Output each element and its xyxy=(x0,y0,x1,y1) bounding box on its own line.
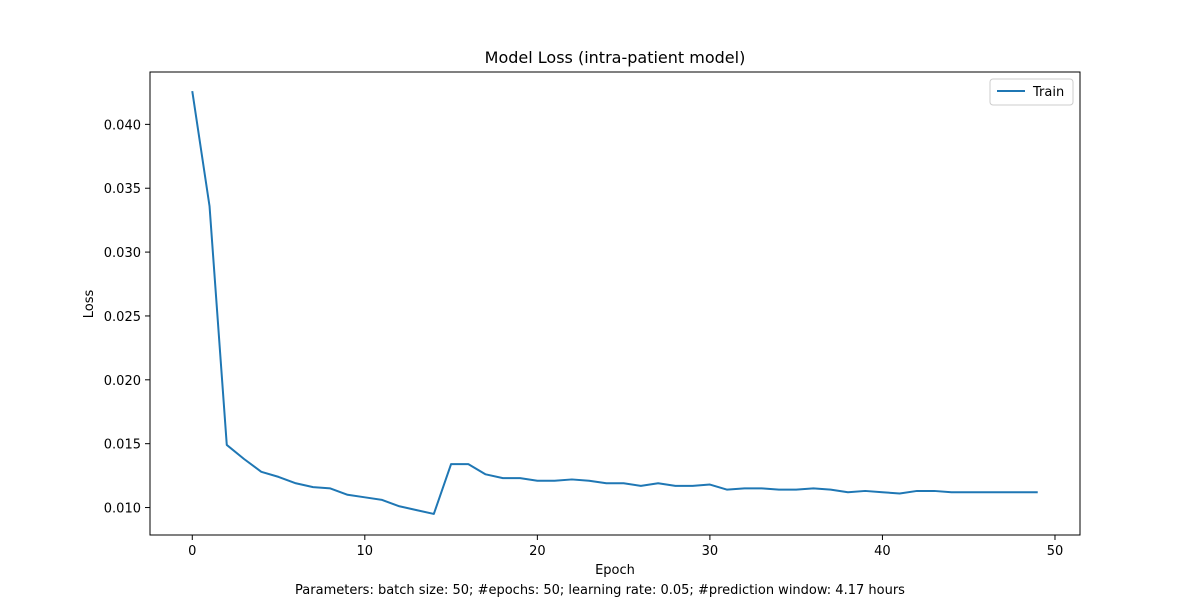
y-tick-label: 0.020 xyxy=(104,374,141,389)
y-tick-label: 0.040 xyxy=(104,118,141,133)
x-tick-label: 10 xyxy=(357,544,374,559)
x-tick-label: 40 xyxy=(874,544,891,559)
x-axis-label: Epoch xyxy=(595,563,635,578)
series-line-train xyxy=(191,91,1038,515)
x-tick-label: 50 xyxy=(1047,544,1064,559)
y-axis-label: Loss xyxy=(82,290,97,319)
parameters-caption: Parameters: batch size: 50; #epochs: 50;… xyxy=(295,583,905,598)
x-axis: 0 10 20 30 40 50 xyxy=(188,535,1063,559)
legend-box xyxy=(989,78,1074,106)
y-tick-label: 0.030 xyxy=(104,246,141,261)
y-tick-label: 0.015 xyxy=(104,438,141,453)
y-tick-label: 0.025 xyxy=(104,310,141,325)
chart-title: Model Loss (intra-patient model) xyxy=(485,48,746,67)
y-axis: 0.010 0.015 0.020 0.025 0.030 0.035 0.040 xyxy=(104,118,150,517)
legend: Train xyxy=(989,78,1074,106)
y-tick-label: 0.035 xyxy=(104,182,141,197)
legend-label-train: Train xyxy=(1032,85,1064,100)
x-tick-label: 0 xyxy=(188,544,196,559)
series-layer xyxy=(191,91,1038,515)
x-tick-label: 30 xyxy=(702,544,719,559)
plot-area xyxy=(149,71,1081,536)
y-tick-label: 0.010 xyxy=(104,502,141,517)
x-tick-label: 20 xyxy=(529,544,546,559)
